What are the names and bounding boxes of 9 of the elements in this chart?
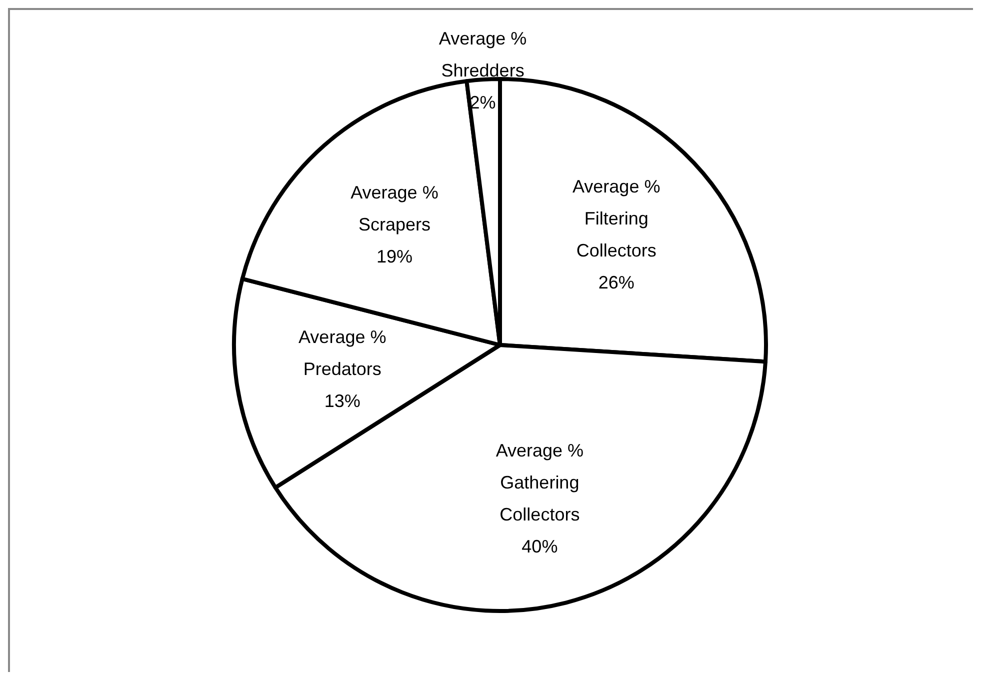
data-label: 26% <box>598 272 634 293</box>
slice-label: Average % Scrapers <box>350 182 438 234</box>
data-label: 19% <box>376 246 412 266</box>
slice-label: Average % Filtering Collectors <box>572 176 660 261</box>
slice-label: Average % Predators <box>298 326 386 379</box>
data-label: 40% <box>522 536 558 557</box>
slice-label: Average % Shredders <box>438 28 527 81</box>
data-label: 13% <box>324 390 360 411</box>
slice-label: Average % Gathering Collectors <box>496 440 584 525</box>
